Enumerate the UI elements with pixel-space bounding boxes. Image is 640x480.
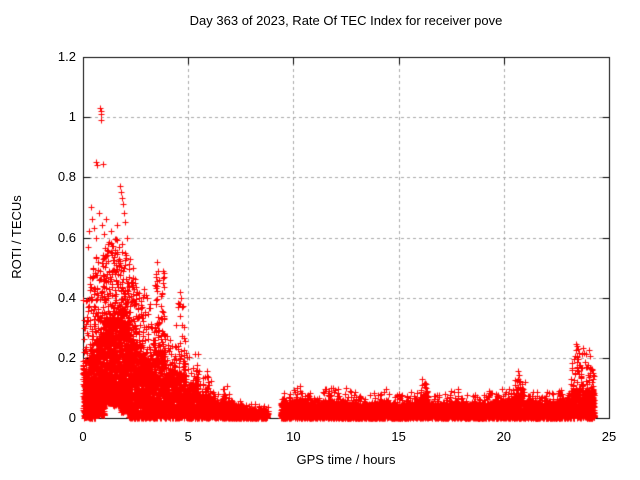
y-tick-label: 0.8	[57, 169, 76, 185]
x-tick-label: 25	[601, 429, 617, 444]
chart-title: Day 363 of 2023, Rate Of TEC Index for r…	[189, 13, 503, 28]
y-tick-label: 1.2	[57, 49, 76, 64]
x-axis-label: GPS time / hours	[296, 452, 396, 467]
y-axis-label: ROTI / TECUs	[9, 195, 24, 279]
y-tick-label: 0.6	[57, 229, 76, 245]
y-tick-label: 1	[68, 109, 76, 125]
x-tick-label: 0	[79, 429, 87, 444]
x-tick-label: 5	[184, 429, 192, 444]
x-tick-label: 20	[496, 429, 512, 444]
y-tick-label: 0.2	[57, 349, 76, 365]
y-tick-label: 0	[68, 410, 76, 425]
x-tick-label: 15	[391, 429, 406, 444]
y-tick-label: 0.4	[57, 289, 76, 305]
x-tick-label: 10	[286, 429, 301, 444]
